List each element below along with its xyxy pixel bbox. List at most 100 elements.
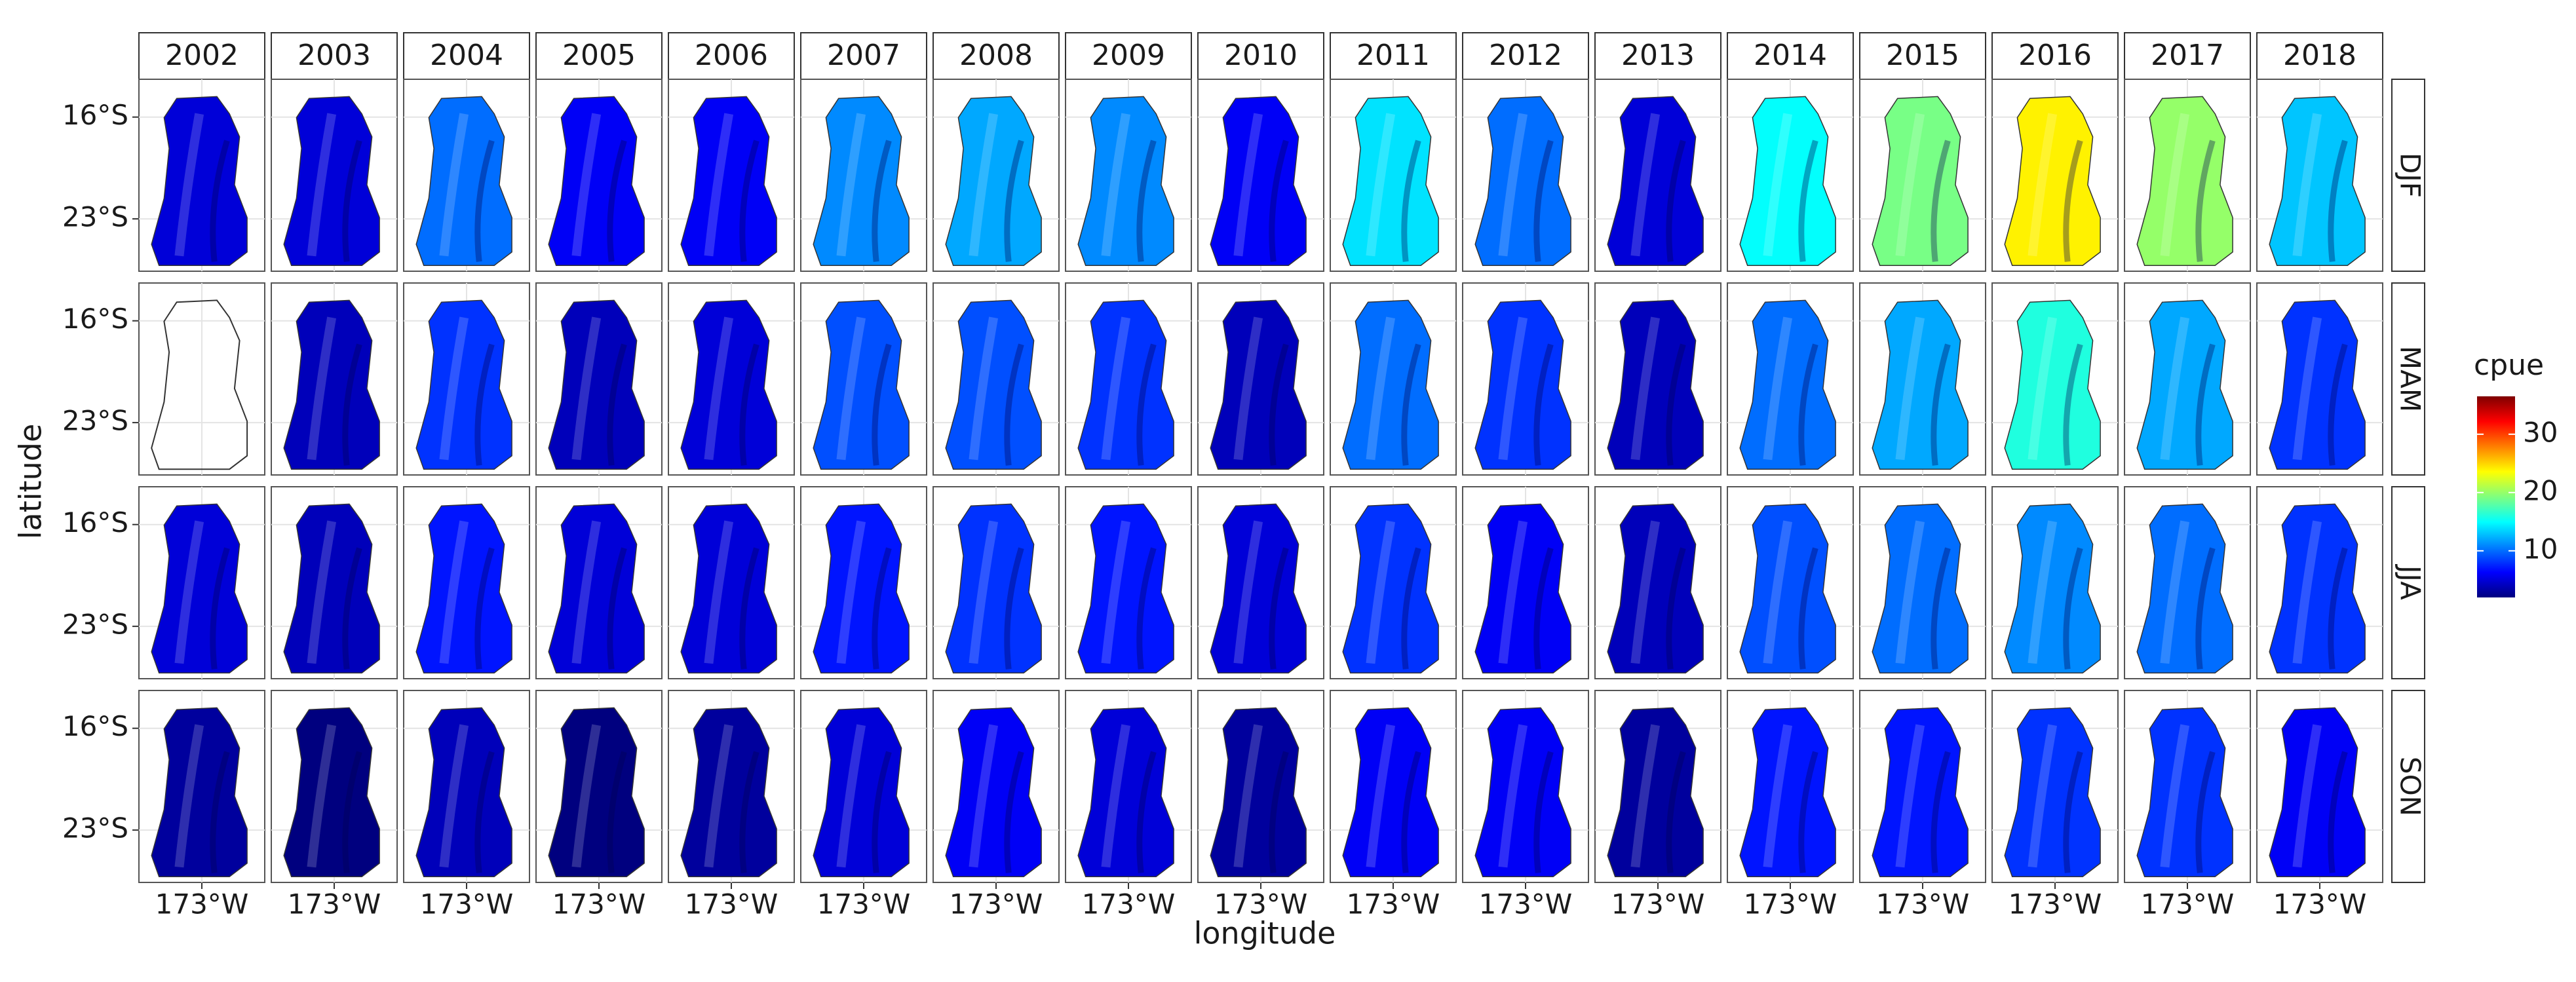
trench-shading	[1931, 343, 1951, 466]
ridge-shading	[836, 520, 866, 664]
ridge-shading	[969, 724, 999, 868]
ridge-shading	[1233, 113, 1263, 257]
y-tick-label: 23°S	[62, 609, 128, 641]
y-axis-title: latitude	[13, 424, 48, 539]
trench-shading	[342, 547, 362, 670]
cpue-region	[2136, 299, 2233, 470]
colorbar-tick-label: 10	[2523, 533, 2558, 565]
cpue-region	[283, 503, 380, 673]
ridge-shading	[2160, 520, 2190, 664]
ridge-shading	[2292, 520, 2322, 664]
cpue-region	[1607, 503, 1704, 673]
facet-strip	[1065, 32, 1192, 80]
cpue-region	[283, 299, 380, 470]
ridge-shading	[2028, 113, 2058, 257]
facet-label: 2002	[165, 39, 239, 72]
cpue-region	[1342, 707, 1439, 877]
cpue-region	[2004, 299, 2101, 470]
facet-strip	[2391, 282, 2425, 476]
facet-label: 2011	[1356, 39, 1430, 72]
trench-shading	[1136, 751, 1157, 873]
trench-shading	[342, 343, 362, 466]
trench-shading	[1931, 751, 1951, 873]
cpue-region	[283, 96, 380, 266]
cpue-region	[2269, 299, 2366, 470]
trench-shading	[872, 140, 892, 262]
x-tick-label: 173°W	[950, 888, 1043, 920]
ridge-shading	[1498, 520, 1528, 664]
facet-label: 2003	[298, 39, 371, 72]
cpue-region	[1607, 707, 1704, 877]
ridge-shading	[2028, 316, 2058, 461]
cpue-region	[548, 503, 645, 673]
cpue-region	[1872, 96, 1969, 266]
ridge-shading	[307, 113, 337, 257]
ridge-shading	[2292, 113, 2322, 257]
trench-shading	[1269, 140, 1289, 262]
cpue-region	[415, 96, 512, 266]
x-tick-label: 173°W	[1347, 888, 1440, 920]
facet-label: 2009	[1092, 39, 1165, 72]
trench-shading	[2063, 751, 2083, 873]
trench-shading	[474, 140, 495, 262]
cpue-region	[680, 707, 777, 877]
ridge-shading	[836, 113, 866, 257]
facet-strip	[271, 32, 398, 80]
trench-shading	[1798, 547, 1818, 670]
ridge-shading	[1498, 113, 1528, 257]
ridge-shading	[1763, 724, 1793, 868]
colorbar-tick-label: 20	[2523, 474, 2558, 506]
facet-label: 2012	[1489, 39, 1562, 72]
ridge-shading	[1366, 113, 1396, 257]
cpue-region	[680, 503, 777, 673]
trench-shading	[739, 343, 759, 466]
trench-shading	[1004, 751, 1024, 873]
facet-label: JJA	[2394, 563, 2427, 600]
trench-shading	[1136, 343, 1157, 466]
ridge-shading	[1233, 724, 1263, 868]
ridge-shading	[174, 724, 204, 868]
trench-shading	[1136, 547, 1157, 670]
x-tick-label: 173°W	[288, 888, 381, 920]
cpue-region	[1739, 503, 1836, 673]
trench-shading	[1533, 343, 1554, 466]
cpue-region	[813, 707, 910, 877]
ridge-shading	[836, 316, 866, 461]
x-tick-label: 173°W	[2273, 888, 2367, 920]
cpue-region	[1077, 299, 1174, 470]
facet-label: MAM	[2394, 346, 2427, 412]
trench-shading	[1401, 140, 1421, 262]
cpue-region	[548, 299, 645, 470]
trench-shading	[739, 140, 759, 262]
cpue-region	[813, 503, 910, 673]
x-tick-label: 173°W	[155, 888, 249, 920]
ridge-shading	[2160, 113, 2190, 257]
trench-shading	[1136, 140, 1157, 262]
cpue-region	[2136, 503, 2233, 673]
cpue-region	[2269, 707, 2366, 877]
x-tick-label: 173°W	[420, 888, 514, 920]
cpue-region	[1607, 96, 1704, 266]
ridge-shading	[1630, 113, 1661, 257]
ridge-shading	[1630, 724, 1661, 868]
cpue-region	[945, 707, 1042, 877]
trench-shading	[342, 751, 362, 873]
ridge-shading	[1233, 520, 1263, 664]
trench-shading	[1401, 547, 1421, 670]
x-tick-label: 173°W	[1214, 888, 1308, 920]
ridge-shading	[1366, 520, 1396, 664]
cpue-region	[2004, 96, 2101, 266]
ridge-shading	[704, 113, 734, 257]
cpue-region	[415, 299, 512, 470]
facet-label: 2014	[1754, 39, 1827, 72]
trench-shading	[2063, 343, 2083, 466]
facet-label: 2018	[2283, 39, 2356, 72]
ridge-shading	[1101, 316, 1131, 461]
ridge-shading	[1498, 724, 1528, 868]
facet-strip	[2391, 690, 2425, 883]
facet-label: 2005	[562, 39, 636, 72]
cpue-region	[548, 96, 645, 266]
ridge-shading	[969, 316, 999, 461]
cpue-region	[151, 503, 248, 673]
